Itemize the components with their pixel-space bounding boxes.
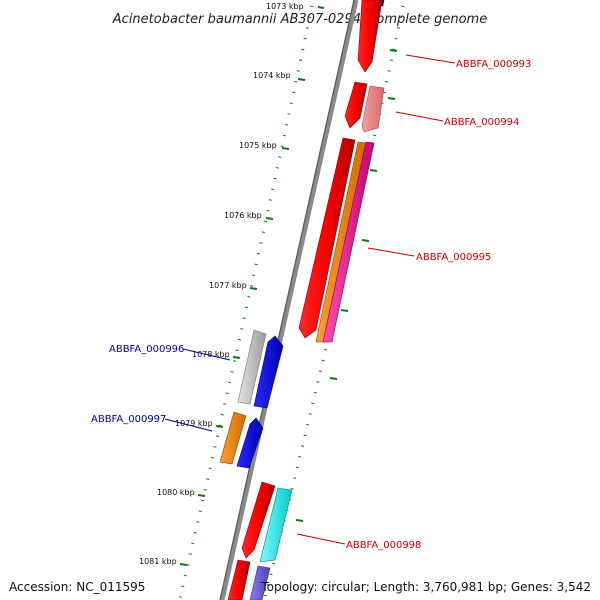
gene-red-1080[interactable]: [241, 481, 276, 559]
tick-label-1075: 1075 kbp: [239, 141, 277, 150]
gene-abbfa-000993[interactable]: [357, 0, 383, 73]
gene-abbfa-000994[interactable]: [361, 85, 385, 133]
gene-abbfa-000998[interactable]: [259, 487, 293, 563]
genome-backbone-shade: [219, 0, 355, 600]
label-leaders: [164, 54, 456, 545]
gene-abbfa-000996[interactable]: [237, 329, 267, 405]
gene-abbfa-000995[interactable]: [322, 141, 375, 343]
outer-tick-ring: [178, 5, 314, 599]
gene-label-abbfa-000995[interactable]: ABBFA_000995: [416, 252, 491, 263]
tick-label-1074: 1074 kbp: [253, 71, 291, 80]
gene-blue-1079[interactable]: [236, 417, 264, 469]
gene-labels: ABBFA_000993 ABBFA_000994 ABBFA_000995 A…: [91, 59, 531, 551]
accession-text: Accession: NC_011595: [9, 580, 146, 594]
gene-label-abbfa-000997[interactable]: ABBFA_000997: [91, 414, 166, 425]
tick-label-1081: 1081 kbp: [139, 557, 177, 566]
gene-label-abbfa-000993[interactable]: ABBFA_000993: [456, 59, 531, 70]
topology-text: Topology: circular; Length: 3,760,981 bp…: [261, 580, 591, 594]
gene-red-bottom[interactable]: [227, 559, 251, 600]
genome-backbone: [219, 0, 359, 600]
tick-label-1079: 1079 kbp: [175, 419, 213, 428]
gene-red-large[interactable]: [298, 137, 356, 339]
gene-red-1074[interactable]: [344, 81, 368, 129]
gene-label-abbfa-000996[interactable]: ABBFA_000996: [109, 344, 184, 355]
tick-labels: 1073 kbp 1074 kbp 1075 kbp 1076 kbp 1077…: [139, 2, 304, 566]
gene-blue-1078[interactable]: [253, 335, 284, 409]
tick-marks: [179, 6, 398, 566]
tick-label-1073: 1073 kbp: [266, 2, 304, 11]
gene-abbfa-000997[interactable]: [219, 411, 247, 465]
gene-slate-bottom[interactable]: [249, 565, 271, 600]
tick-label-1077: 1077 kbp: [209, 281, 247, 290]
gene-features: [219, 0, 385, 600]
gene-label-abbfa-000998[interactable]: ABBFA_000998: [346, 540, 421, 551]
gene-label-abbfa-000994[interactable]: ABBFA_000994: [444, 117, 519, 128]
tick-label-1078: 1078 kbp: [192, 350, 230, 359]
map-title: Acinetobacter baumannii AB307-0294, comp…: [112, 12, 487, 27]
tick-label-1080: 1080 kbp: [157, 488, 195, 497]
tick-label-1076: 1076 kbp: [224, 211, 262, 220]
